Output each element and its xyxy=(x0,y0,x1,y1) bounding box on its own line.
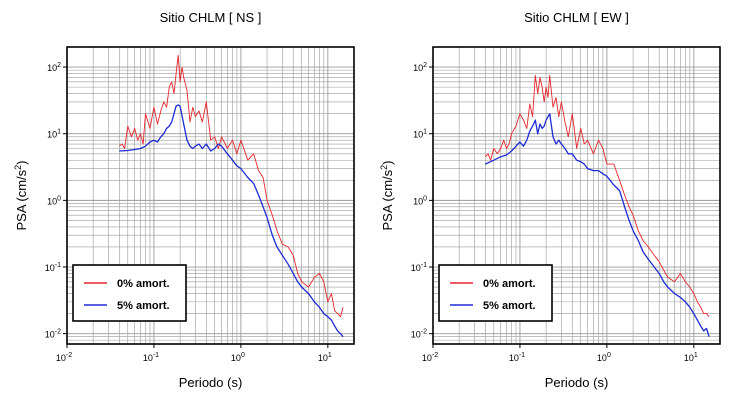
x-tick-exp: 0 xyxy=(241,352,245,359)
chart-panel-1: Sitio CHLM [ EW ]10-2 10-1 100 10110-210-11… xyxy=(379,10,721,390)
legend-label-1: 5% amort. xyxy=(483,300,536,312)
y-tick-label: 10-1 xyxy=(45,262,61,273)
legend-label-1: 5% amort. xyxy=(117,300,170,312)
x-tick-exp: 1 xyxy=(694,352,698,359)
series-line-1 xyxy=(119,104,344,338)
y-axis-label: PSA (cm/s2) xyxy=(13,160,29,230)
y-tick-label: 101 xyxy=(47,129,61,140)
legend: 0% amort. 5% amort. xyxy=(438,264,553,322)
x-axis-label: Periodo (s) xyxy=(179,375,243,390)
x-tick-label: 100 xyxy=(597,352,611,363)
legend-box xyxy=(72,264,187,322)
y-tick-exp: -2 xyxy=(55,329,61,336)
y-tick-label: 102 xyxy=(47,62,61,73)
x-tick-label: 10-2 xyxy=(422,352,438,363)
x-tick-base: 10 xyxy=(684,353,694,363)
x-tick-base: 10 xyxy=(509,353,519,363)
x-tick-label: 10-1 xyxy=(143,352,159,363)
y-tick-base: 10 xyxy=(45,330,55,340)
x-tick-base: 10 xyxy=(56,353,66,363)
x-tick-label: 101 xyxy=(684,352,698,363)
y-tick-base: 10 xyxy=(47,196,57,206)
y-tick-label: 101 xyxy=(413,129,427,140)
series-line-1 xyxy=(485,113,710,337)
y-axis-label-sup: 2 xyxy=(13,165,23,170)
legend-label-0: 0% amort. xyxy=(117,278,170,290)
x-tick-label: 101 xyxy=(318,352,332,363)
y-tick-exp: -1 xyxy=(421,262,427,269)
x-axis-label: Periodo (s) xyxy=(545,375,609,390)
y-tick-exp: 0 xyxy=(57,195,61,202)
series-line-0 xyxy=(119,54,344,318)
y-tick-label: 100 xyxy=(413,195,427,206)
y-axis-label-sup: 2 xyxy=(379,165,389,170)
y-tick-exp: 1 xyxy=(57,129,61,136)
x-tick-exp: -2 xyxy=(432,352,438,359)
x-tick-label: 10-2 xyxy=(56,352,72,363)
y-axis-label-tail: ) xyxy=(380,160,395,164)
y-tick-base: 10 xyxy=(413,130,423,140)
series-line-0 xyxy=(484,74,710,317)
x-tick-exp: -1 xyxy=(519,352,525,359)
chart-panel-0: Sitio CHLM [ NS ]10-2 10-1 100 10110-210-11… xyxy=(13,10,355,390)
y-tick-exp: -1 xyxy=(55,262,61,269)
y-axis-label-main: PSA (cm/s xyxy=(14,169,29,230)
plot-frame xyxy=(432,46,721,345)
y-tick-base: 10 xyxy=(413,63,423,73)
grid xyxy=(432,46,721,345)
x-tick-exp: 0 xyxy=(607,352,611,359)
x-tick-base: 10 xyxy=(231,353,241,363)
x-tick-base: 10 xyxy=(318,353,328,363)
y-tick-label: 10-2 xyxy=(45,329,61,340)
legend-box xyxy=(438,264,553,322)
y-tick-exp: 0 xyxy=(423,195,427,202)
chart-title: Sitio CHLM [ EW ] xyxy=(524,10,629,25)
x-tick-exp: -2 xyxy=(66,352,72,359)
y-axis-label: PSA (cm/s2) xyxy=(379,160,395,230)
y-axis-label-tail: ) xyxy=(14,160,29,164)
y-tick-exp: -2 xyxy=(421,329,427,336)
y-tick-base: 10 xyxy=(45,263,55,273)
y-tick-base: 10 xyxy=(411,330,421,340)
x-tick-base: 10 xyxy=(143,353,153,363)
y-tick-exp: 2 xyxy=(57,62,61,69)
y-tick-label: 100 xyxy=(47,195,61,206)
x-tick-exp: 1 xyxy=(328,352,332,359)
grid xyxy=(66,46,355,345)
plot-frame xyxy=(66,46,355,345)
chart-title: Sitio CHLM [ NS ] xyxy=(160,10,262,25)
legend-label-0: 0% amort. xyxy=(483,278,536,290)
y-tick-exp: 1 xyxy=(423,129,427,136)
y-tick-base: 10 xyxy=(411,263,421,273)
y-tick-label: 102 xyxy=(413,62,427,73)
y-tick-base: 10 xyxy=(47,63,57,73)
y-tick-label: 10-1 xyxy=(411,262,427,273)
x-tick-base: 10 xyxy=(597,353,607,363)
x-tick-label: 100 xyxy=(231,352,245,363)
x-tick-label: 10-1 xyxy=(509,352,525,363)
y-tick-label: 10-2 xyxy=(411,329,427,340)
x-tick-base: 10 xyxy=(422,353,432,363)
y-tick-exp: 2 xyxy=(423,62,427,69)
y-tick-base: 10 xyxy=(413,196,423,206)
y-axis-label-main: PSA (cm/s xyxy=(380,169,395,230)
legend: 0% amort. 5% amort. xyxy=(72,264,187,322)
x-tick-exp: -1 xyxy=(153,352,159,359)
y-tick-base: 10 xyxy=(47,130,57,140)
